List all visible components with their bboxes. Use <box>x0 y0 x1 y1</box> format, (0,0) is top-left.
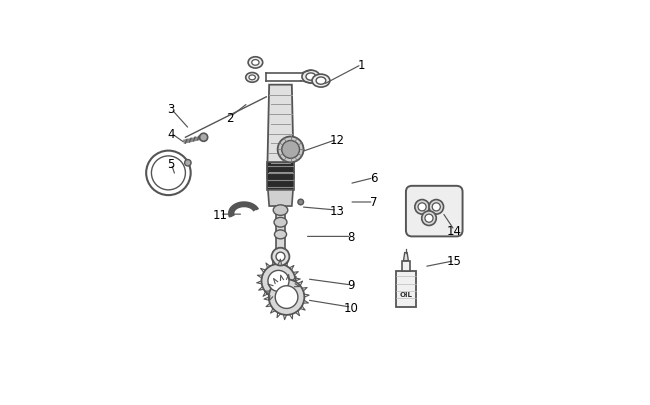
Circle shape <box>278 137 304 163</box>
Text: OIL: OIL <box>400 291 412 297</box>
Circle shape <box>281 141 300 159</box>
Text: 1: 1 <box>358 59 365 72</box>
Ellipse shape <box>302 71 320 84</box>
Circle shape <box>268 279 304 315</box>
Text: 12: 12 <box>330 134 344 147</box>
Circle shape <box>200 134 207 142</box>
Text: 8: 8 <box>348 230 355 243</box>
Ellipse shape <box>252 60 259 66</box>
Ellipse shape <box>316 78 326 85</box>
Ellipse shape <box>273 205 288 216</box>
Circle shape <box>276 253 285 262</box>
Text: 9: 9 <box>348 279 355 292</box>
Text: 11: 11 <box>213 208 228 221</box>
Ellipse shape <box>248 58 263 69</box>
Polygon shape <box>267 85 294 178</box>
Circle shape <box>185 160 191 166</box>
Circle shape <box>415 200 430 215</box>
Circle shape <box>425 215 433 223</box>
FancyBboxPatch shape <box>406 186 463 237</box>
Circle shape <box>268 271 289 292</box>
Text: 13: 13 <box>330 204 344 217</box>
Ellipse shape <box>312 75 330 88</box>
Text: 7: 7 <box>370 196 377 209</box>
Circle shape <box>429 200 443 215</box>
Circle shape <box>261 264 296 298</box>
Bar <box>396 271 415 307</box>
Circle shape <box>275 286 298 309</box>
Text: 15: 15 <box>447 254 462 268</box>
Ellipse shape <box>274 218 287 228</box>
Text: 10: 10 <box>344 301 359 314</box>
Text: 5: 5 <box>168 158 175 171</box>
Text: 14: 14 <box>447 224 462 237</box>
Polygon shape <box>404 253 408 261</box>
Circle shape <box>422 211 436 226</box>
Text: 2: 2 <box>226 111 233 124</box>
Text: 3: 3 <box>168 103 175 116</box>
Circle shape <box>298 200 304 205</box>
Polygon shape <box>267 162 294 190</box>
Circle shape <box>418 203 426 211</box>
Circle shape <box>432 203 440 211</box>
Text: 6: 6 <box>370 172 377 185</box>
Text: 4: 4 <box>168 128 175 141</box>
Ellipse shape <box>246 73 259 83</box>
Ellipse shape <box>306 74 316 81</box>
Circle shape <box>272 248 289 266</box>
Ellipse shape <box>274 230 287 239</box>
Ellipse shape <box>249 76 255 81</box>
Bar <box>276 207 285 259</box>
Polygon shape <box>268 190 293 207</box>
Bar <box>402 261 410 271</box>
